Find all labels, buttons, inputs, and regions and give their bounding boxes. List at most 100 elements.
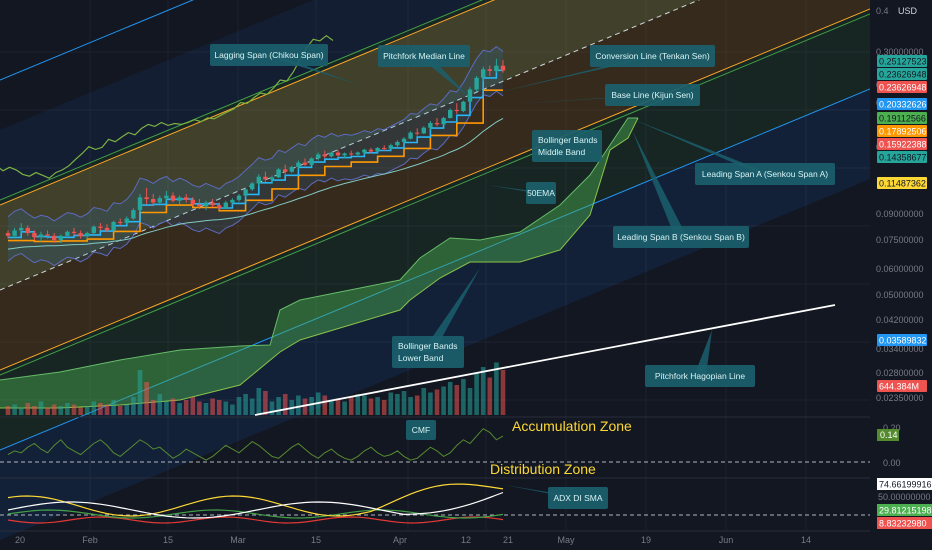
volume-bar	[124, 404, 130, 415]
annotation-callout: Leading Span B (Senkou Span B)	[613, 130, 749, 248]
candle-body	[461, 101, 466, 112]
callout-text: Leading Span B (Senkou Span B)	[617, 232, 745, 242]
candles	[5, 58, 506, 244]
callout-text: 50EMA	[527, 188, 555, 198]
volume-bar	[335, 398, 341, 415]
time-tick-label: Mar	[230, 535, 246, 545]
volume-bar	[302, 398, 308, 415]
candle-body	[421, 127, 426, 134]
candle-body	[382, 147, 387, 149]
pitchfork-hagopian-line	[254, 304, 836, 416]
candle-body	[395, 141, 400, 146]
volume-bar	[454, 385, 460, 415]
volume-bar	[256, 388, 262, 415]
volume-bar	[434, 389, 440, 415]
annotation-callout: Lagging Span (Chikou Span)	[210, 44, 360, 85]
candle-body	[401, 138, 407, 142]
time-tick-label: 14	[801, 535, 811, 545]
price-label-text: 0.14358677	[879, 153, 927, 163]
ichimoku-cloud	[0, 118, 638, 408]
candle-body	[236, 195, 242, 200]
price-label-tag	[877, 81, 927, 93]
candle-body	[441, 118, 446, 125]
cmf-value-tag	[877, 429, 899, 441]
callout-box	[526, 182, 556, 204]
cmf-tick-label: 0.20	[883, 423, 901, 433]
time-tick-label: 15	[311, 535, 321, 545]
volume-bar	[487, 377, 493, 415]
callout-box	[605, 84, 700, 106]
volume-bar	[230, 404, 235, 415]
volume-bar	[117, 406, 123, 415]
price-label-text: 0.15922388	[879, 140, 927, 150]
candle-body	[131, 210, 136, 219]
candle-body	[85, 233, 90, 237]
volume-bar	[467, 388, 473, 415]
callout-text: Lagging Span (Chikou Span)	[214, 50, 323, 60]
cmf-line	[7, 428, 504, 461]
callout-box	[695, 163, 835, 185]
candle-body	[111, 221, 116, 231]
annotation-callout: Base Line (Kijun Sen)	[500, 84, 700, 106]
candle-body	[335, 152, 341, 156]
callout-pointer	[694, 330, 712, 376]
price-label-text: 0.03589832	[879, 336, 927, 346]
price-tick-label: 0.4	[876, 6, 889, 16]
candle-body	[250, 183, 255, 190]
candle-body	[375, 147, 380, 152]
volume-bar	[131, 397, 136, 415]
callout-text: Bollinger Bands	[538, 135, 598, 145]
candle-body	[230, 199, 235, 203]
price-label-text: 0.19112566	[879, 114, 926, 124]
cmf-tick-label: 0.00	[883, 458, 901, 468]
time-axis: 20 Feb 15 Mar 15 Apr 12 21 May 19 Jun 14	[0, 530, 870, 545]
adx-di-minus-line	[7, 516, 504, 524]
volume-bar	[18, 407, 24, 415]
volume-bar	[249, 398, 255, 415]
callout-text: Bollinger Bands	[398, 341, 458, 351]
pitchfork-median-line	[0, 0, 701, 291]
price-tick-label: 0.09000000	[876, 209, 924, 219]
volume-bar	[98, 403, 103, 415]
time-tick-label: Jun	[719, 535, 734, 545]
volume-bar	[144, 382, 149, 415]
volume-bar	[150, 400, 156, 415]
candle-body	[118, 221, 123, 224]
candle-body	[355, 152, 360, 155]
volume-bar	[25, 403, 31, 415]
candle-body	[78, 233, 83, 237]
candle-body	[170, 195, 176, 201]
candle-body	[415, 132, 420, 134]
volume-bar	[282, 394, 288, 415]
adx-value-tag	[877, 517, 932, 529]
price-label-tag	[877, 98, 927, 110]
volume-bar	[243, 394, 248, 415]
annotation-callout: Pitchfork Median Line	[378, 45, 470, 98]
callout-box	[613, 226, 749, 248]
volume-bar	[414, 395, 420, 415]
candle-body	[157, 198, 162, 203]
candle-body	[283, 169, 288, 172]
volume-bars	[5, 362, 506, 415]
price-label-tag	[877, 334, 927, 346]
price-label-tag	[877, 112, 927, 124]
callout-text: Pitchfork Median Line	[383, 51, 465, 61]
candle-body	[243, 189, 248, 196]
candle-body	[45, 234, 50, 236]
candle-body	[309, 158, 314, 165]
volume-bar	[164, 401, 169, 415]
time-tick-label: 21	[503, 535, 513, 545]
candle-body	[434, 123, 440, 125]
candle-body	[184, 197, 189, 200]
callout-box	[378, 45, 470, 67]
candle-body	[362, 149, 367, 153]
price-label-text: 0.20332626	[879, 100, 927, 110]
price-tick-label: 0.04200000	[876, 315, 924, 325]
volume-bar	[494, 362, 499, 415]
callout-box	[210, 44, 328, 66]
time-tick-label: Feb	[82, 535, 98, 545]
volume-bar	[58, 406, 64, 415]
candle-body	[289, 167, 294, 172]
callout-box	[548, 487, 608, 509]
